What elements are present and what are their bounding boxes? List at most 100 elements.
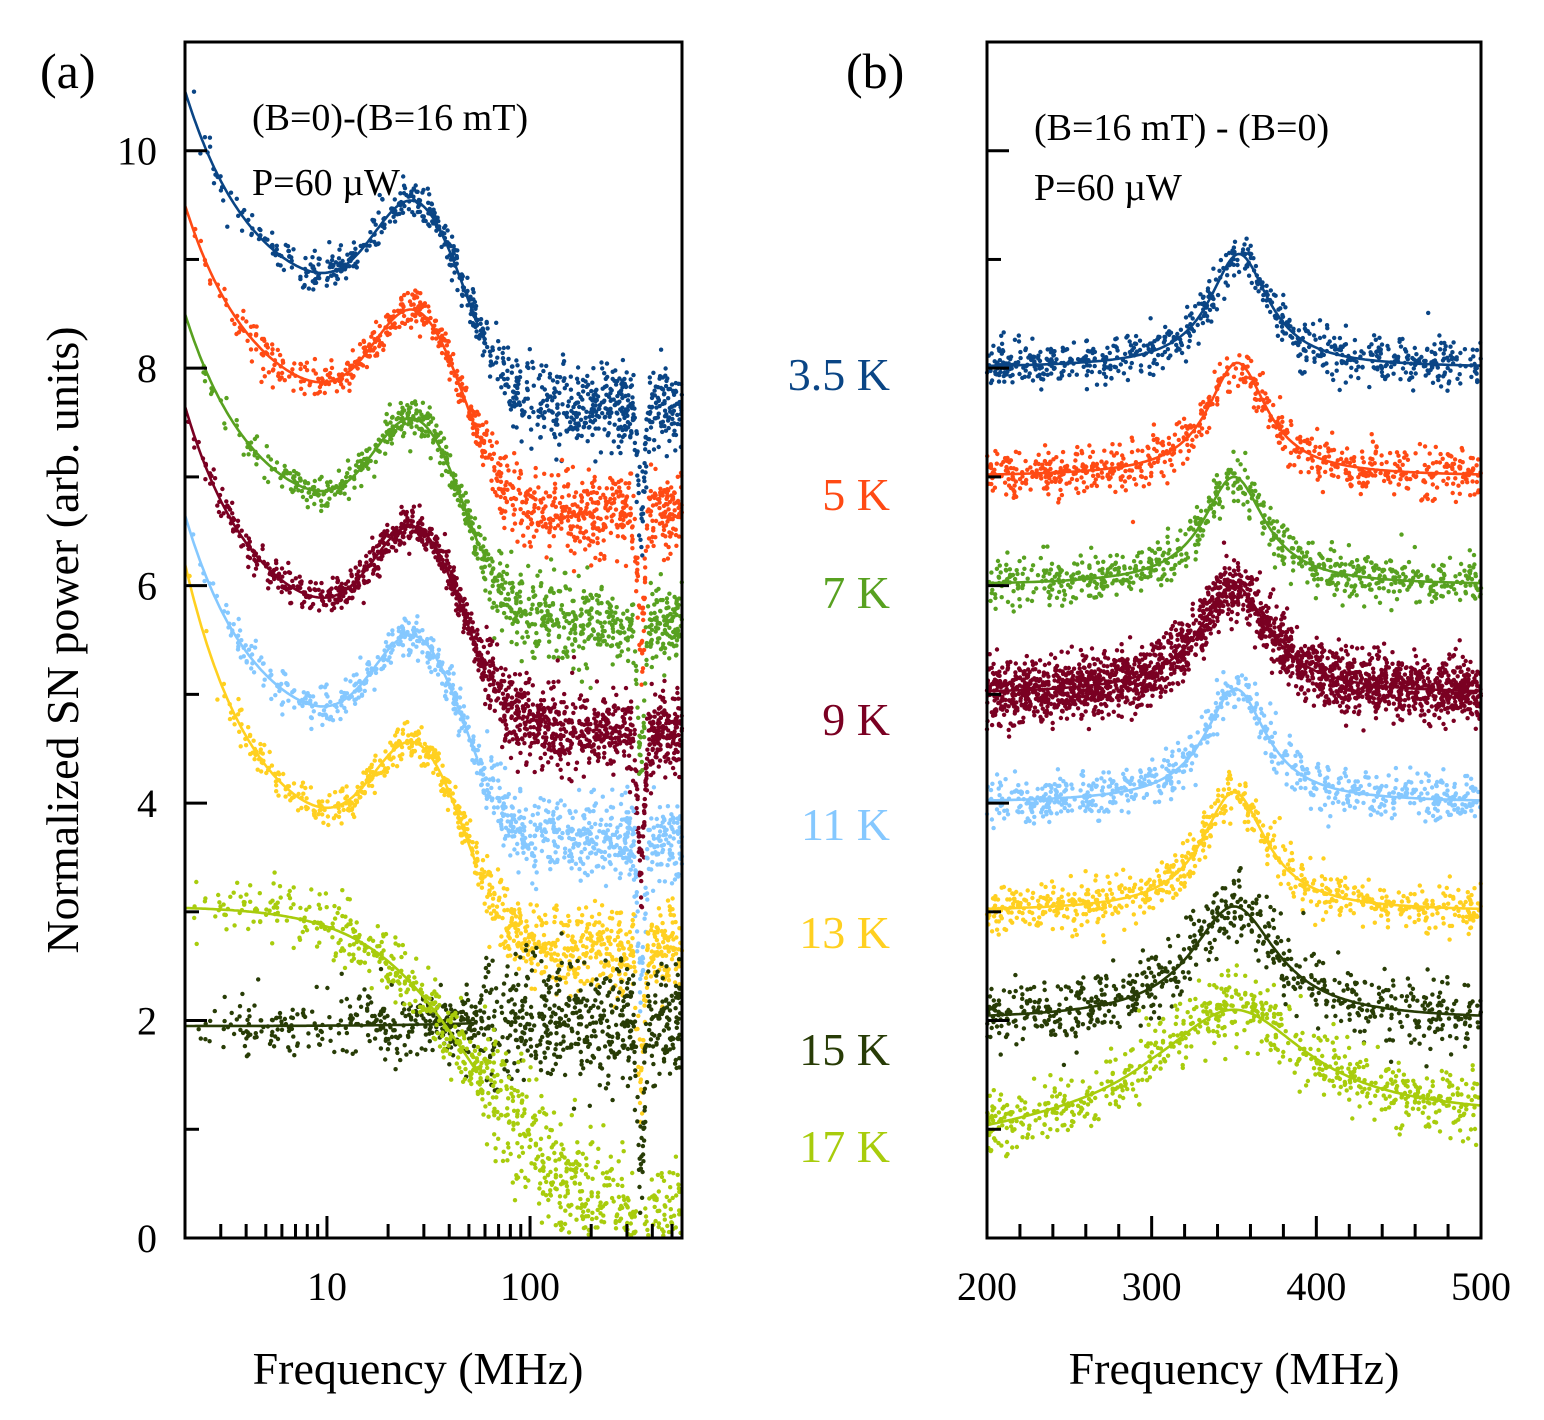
panel-a-point — [562, 508, 568, 513]
panel-a-point — [551, 826, 556, 831]
panel-a-point — [629, 745, 634, 750]
panel-a-point — [598, 822, 603, 827]
panel-a-point — [531, 534, 537, 539]
panel-a-point — [507, 581, 512, 586]
panel-a-point — [500, 691, 506, 696]
panel-a-point — [676, 513, 682, 518]
panel-a-point — [480, 570, 486, 575]
panel-a-point — [559, 457, 565, 463]
panel-a-point — [502, 718, 508, 723]
panel-a-point — [404, 509, 409, 515]
panel-a-point — [592, 478, 597, 483]
panel-a-point — [502, 765, 508, 771]
panel-a-point — [588, 514, 593, 519]
panel-a-point — [532, 803, 537, 809]
panel-a-point — [648, 580, 653, 586]
panel-a-point — [258, 227, 263, 233]
panel-a-point — [552, 481, 558, 486]
panel-a-point — [632, 758, 637, 763]
panel-a-point — [539, 848, 545, 854]
panel-a-point — [540, 524, 546, 529]
panel-a-point — [298, 379, 304, 384]
panel-a-point — [389, 441, 395, 446]
panel-a-point — [509, 639, 514, 645]
panel-a-point — [653, 466, 658, 472]
panel-a-point — [541, 797, 546, 803]
panel-a-point — [627, 765, 632, 770]
panel-a-point — [411, 625, 417, 630]
panel-a-point — [601, 538, 606, 543]
panel-a-point — [502, 495, 508, 501]
panel-a-point — [635, 555, 640, 560]
panel-a-point — [658, 486, 663, 491]
panel-a-point — [552, 394, 557, 400]
panel-a-point — [364, 364, 370, 370]
panel-a-point — [477, 336, 482, 341]
panel-a-point — [627, 854, 632, 859]
panel-a-point — [425, 186, 430, 191]
panel-a-point — [438, 439, 444, 444]
panel-a-point — [505, 487, 510, 492]
panel-a-point — [580, 480, 585, 486]
panel-a-point — [524, 380, 530, 385]
panel-a-point — [514, 358, 519, 363]
panel-a-point — [485, 455, 491, 460]
panel-a-point — [383, 451, 388, 456]
panel-a-point — [660, 429, 665, 435]
panel-a-point — [494, 698, 499, 703]
panel-a-point — [501, 491, 506, 496]
panel-a-point — [535, 703, 540, 708]
panel-a-point — [622, 381, 627, 386]
panel-a-point — [511, 400, 517, 405]
panel-a-point — [312, 478, 317, 484]
panel-a-point — [538, 409, 543, 415]
panel-a-point — [444, 451, 449, 456]
panel-a-point — [265, 345, 270, 350]
panel-a-point — [500, 672, 506, 677]
panel-a-point — [601, 492, 606, 497]
panel-a-point — [324, 283, 329, 288]
panel-a-point — [503, 483, 508, 488]
panel-a-point — [411, 187, 417, 192]
panel-a-point — [490, 656, 496, 661]
panel-a-point — [576, 843, 581, 848]
panel-a-point — [580, 645, 586, 651]
panel-a-point — [635, 573, 641, 579]
panel-a-point — [669, 421, 674, 427]
panel-a-point — [625, 784, 630, 789]
panel-a-point — [494, 320, 499, 325]
panel-a-point — [513, 717, 519, 722]
panel-a-point — [505, 732, 510, 737]
panel-a-point — [640, 553, 645, 558]
panel-a-point — [427, 405, 432, 410]
panel-a-point — [576, 380, 581, 385]
panel-a-point — [569, 829, 574, 834]
panel-a-point — [459, 303, 464, 308]
panel-a-point — [552, 386, 557, 391]
panel-a-point — [266, 454, 271, 459]
panel-a-point — [625, 825, 630, 830]
panel-a-point — [384, 531, 389, 536]
panel-a-point — [620, 378, 625, 383]
panel-a-point — [554, 457, 559, 462]
panel-a-point — [599, 817, 604, 822]
panel-a-point — [442, 531, 448, 537]
panel-a-point — [211, 467, 216, 472]
panel-a-point — [609, 501, 615, 506]
panel-a-point — [616, 425, 621, 430]
panel-a-point — [218, 513, 224, 519]
panel-a-point — [569, 408, 574, 414]
panel-a-point — [618, 622, 624, 628]
panel-a-point — [410, 210, 415, 215]
panel-a-point — [648, 462, 654, 467]
panel-a-point — [476, 412, 481, 417]
panel-a-point — [518, 600, 523, 605]
panel-a-point — [613, 507, 619, 512]
panel-a-point — [579, 498, 584, 504]
panel-a-point — [543, 521, 548, 527]
panel-a-point — [597, 728, 602, 733]
panel-a-point — [610, 787, 615, 792]
panel-a-point — [613, 382, 619, 387]
panel-a-point — [489, 675, 495, 680]
panel-a-point — [524, 513, 529, 518]
